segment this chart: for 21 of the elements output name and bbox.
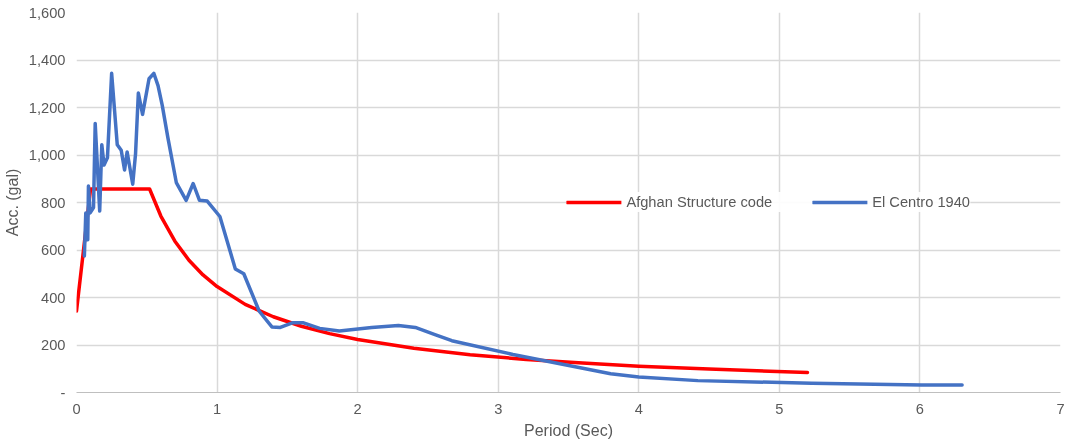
legend-label: Afghan Structure code xyxy=(626,194,773,210)
x-tick-label: 0 xyxy=(72,400,81,417)
y-axis-title: Acc. (gal) xyxy=(3,168,21,237)
y-tick-label: 600 xyxy=(41,242,66,258)
x-tick-label: 7 xyxy=(1056,400,1065,417)
y-tick-label: - xyxy=(60,384,66,401)
y-tick-label: 800 xyxy=(41,194,66,211)
y-tick-label: 1,200 xyxy=(28,99,66,116)
x-tick-label: 3 xyxy=(494,400,503,417)
x-tick-label: 2 xyxy=(353,400,362,417)
x-axis-title: Period (Sec) xyxy=(524,421,613,439)
x-tick-label: 5 xyxy=(775,400,784,417)
y-tick-label: 1,600 xyxy=(28,4,66,21)
y-tick-label: 400 xyxy=(41,289,66,306)
x-tick-label: 6 xyxy=(915,400,925,417)
legend-label: El Centro 1940 xyxy=(872,194,970,210)
y-tick-label: 1,400 xyxy=(28,52,66,68)
y-tick-label: 200 xyxy=(41,337,66,353)
x-tick-label: 4 xyxy=(634,400,643,417)
x-tick-label: 1 xyxy=(213,400,222,417)
y-tick-label: 1,000 xyxy=(28,147,66,163)
